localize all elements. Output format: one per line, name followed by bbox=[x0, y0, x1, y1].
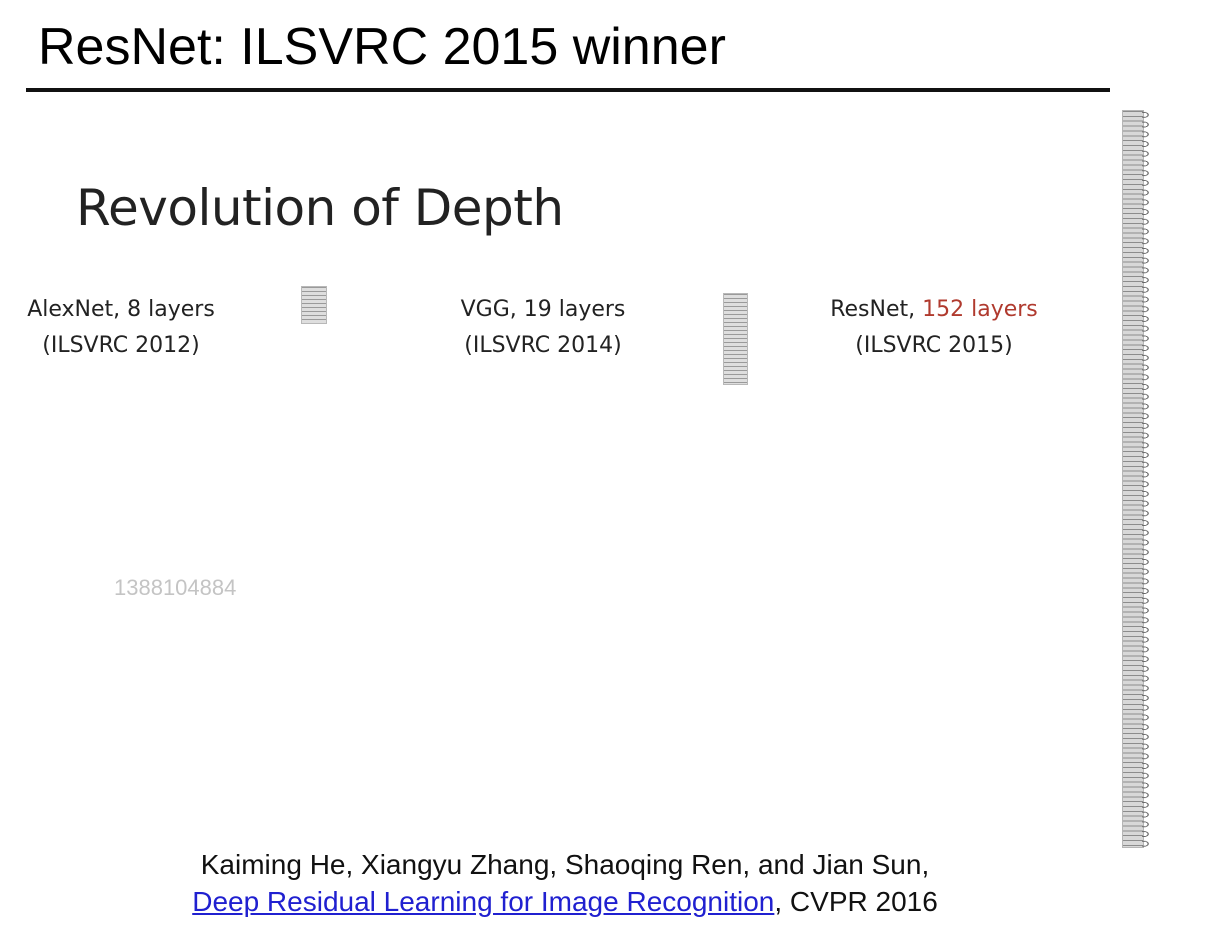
alexnet-name: AlexNet, 8 layers bbox=[27, 297, 215, 322]
resnet-layer-count: 152 layers bbox=[922, 297, 1038, 322]
citation-reference: Deep Residual Learning for Image Recogni… bbox=[0, 883, 1130, 920]
alexnet-label: AlexNet, 8 layers (ILSVRC 2012) bbox=[18, 292, 224, 364]
slide-subheading: Revolution of Depth bbox=[76, 179, 564, 237]
resnet-competition: (ILSVRC 2015) bbox=[855, 333, 1013, 358]
resnet-name-prefix: ResNet, bbox=[830, 297, 923, 322]
paper-link[interactable]: Deep Residual Learning for Image Recogni… bbox=[192, 886, 775, 917]
residual-connection-loops bbox=[1142, 110, 1156, 848]
watermark-text: 1388104884 bbox=[114, 575, 237, 600]
citation-venue: , CVPR 2016 bbox=[774, 886, 938, 917]
resnet-name: ResNet, 152 layers bbox=[814, 292, 1054, 328]
alexnet-layer-stack bbox=[301, 286, 327, 324]
vgg-layer-stack bbox=[723, 293, 748, 385]
title-divider bbox=[26, 88, 1110, 92]
resnet-layer-bar bbox=[1122, 110, 1144, 848]
alexnet-competition: (ILSVRC 2012) bbox=[42, 333, 200, 358]
resnet-label: ResNet, 152 layers (ILSVRC 2015) bbox=[814, 292, 1054, 364]
resnet-layer-stack bbox=[1122, 110, 1156, 848]
slide-title: ResNet: ILSVRC 2015 winner bbox=[38, 18, 726, 76]
vgg-label: VGG, 19 layers (ILSVRC 2014) bbox=[440, 292, 646, 364]
vgg-competition: (ILSVRC 2014) bbox=[464, 333, 622, 358]
citation-authors: Kaiming He, Xiangyu Zhang, Shaoqing Ren,… bbox=[200, 849, 930, 880]
vgg-name: VGG, 19 layers bbox=[460, 297, 626, 322]
citation: Kaiming He, Xiangyu Zhang, Shaoqing Ren,… bbox=[0, 846, 1130, 920]
